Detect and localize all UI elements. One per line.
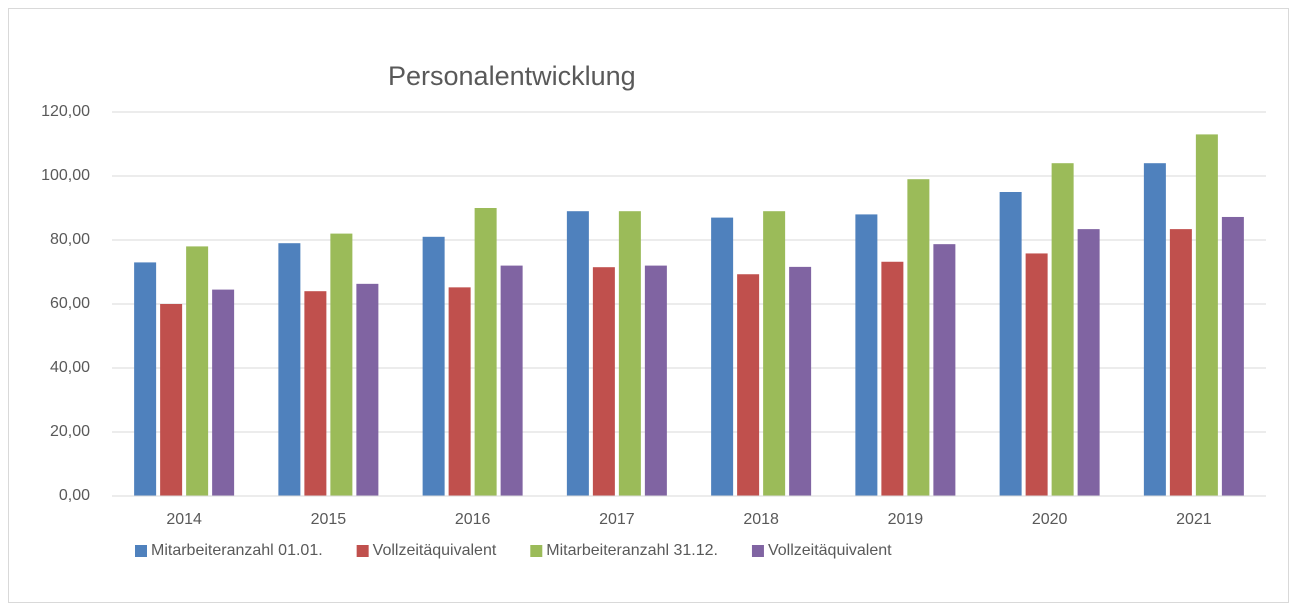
- bar: [618, 211, 641, 496]
- bar: [566, 211, 589, 496]
- x-tick-label: 2020: [1032, 511, 1068, 528]
- legend-label: Vollzeitäquivalent: [373, 542, 497, 559]
- bar: [330, 233, 353, 496]
- bar: [422, 236, 445, 497]
- y-tick-label: 20,00: [50, 423, 90, 440]
- bar: [1221, 216, 1244, 496]
- bar: [1169, 229, 1192, 496]
- bar: [881, 261, 904, 496]
- bar: [278, 243, 301, 496]
- x-tick-label: 2018: [743, 511, 779, 528]
- bar: [1077, 229, 1100, 496]
- legend-swatch: [751, 545, 764, 557]
- bar: [448, 287, 471, 496]
- bar: [1143, 163, 1166, 496]
- chart-title: Personalentwicklung: [388, 61, 636, 91]
- y-tick-label: 120,00: [41, 103, 90, 120]
- bar: [304, 291, 327, 496]
- bar: [644, 265, 667, 496]
- y-tick-label: 0,00: [59, 487, 90, 504]
- legend-label: Mitarbeiteranzahl 31.12.: [546, 542, 718, 559]
- x-tick-label: 2019: [888, 511, 924, 528]
- x-tick-label: 2021: [1176, 511, 1212, 528]
- bar: [212, 289, 235, 496]
- bar: [160, 304, 183, 496]
- legend-swatch: [530, 545, 543, 557]
- bar: [907, 179, 930, 496]
- y-tick-label: 80,00: [50, 231, 90, 248]
- bar: [999, 192, 1022, 496]
- y-tick-label: 40,00: [50, 359, 90, 376]
- bar: [933, 244, 956, 496]
- bar: [1051, 163, 1074, 496]
- legend-label: Vollzeitäquivalent: [768, 542, 892, 559]
- bar: [855, 214, 878, 496]
- bar: [356, 283, 379, 496]
- bar: [1195, 134, 1218, 496]
- x-tick-label: 2015: [311, 511, 347, 528]
- bar: [789, 266, 812, 496]
- x-tick-label: 2016: [455, 511, 491, 528]
- bar: [737, 274, 760, 496]
- y-tick-label: 100,00: [41, 167, 90, 184]
- bar: [711, 217, 734, 496]
- bar: [186, 246, 209, 496]
- bar: [474, 208, 497, 496]
- legend-swatch: [135, 545, 147, 557]
- x-tick-label: 2014: [166, 511, 202, 528]
- x-tick-label: 2017: [599, 511, 635, 528]
- bar: [500, 265, 523, 496]
- y-tick-label: 60,00: [50, 295, 90, 312]
- legend-label: Mitarbeiteranzahl 01.01.: [151, 542, 323, 559]
- bar: [1025, 253, 1048, 496]
- bar: [763, 211, 786, 496]
- bar: [592, 267, 615, 496]
- legend-swatch: [356, 545, 369, 557]
- bar: [134, 262, 157, 496]
